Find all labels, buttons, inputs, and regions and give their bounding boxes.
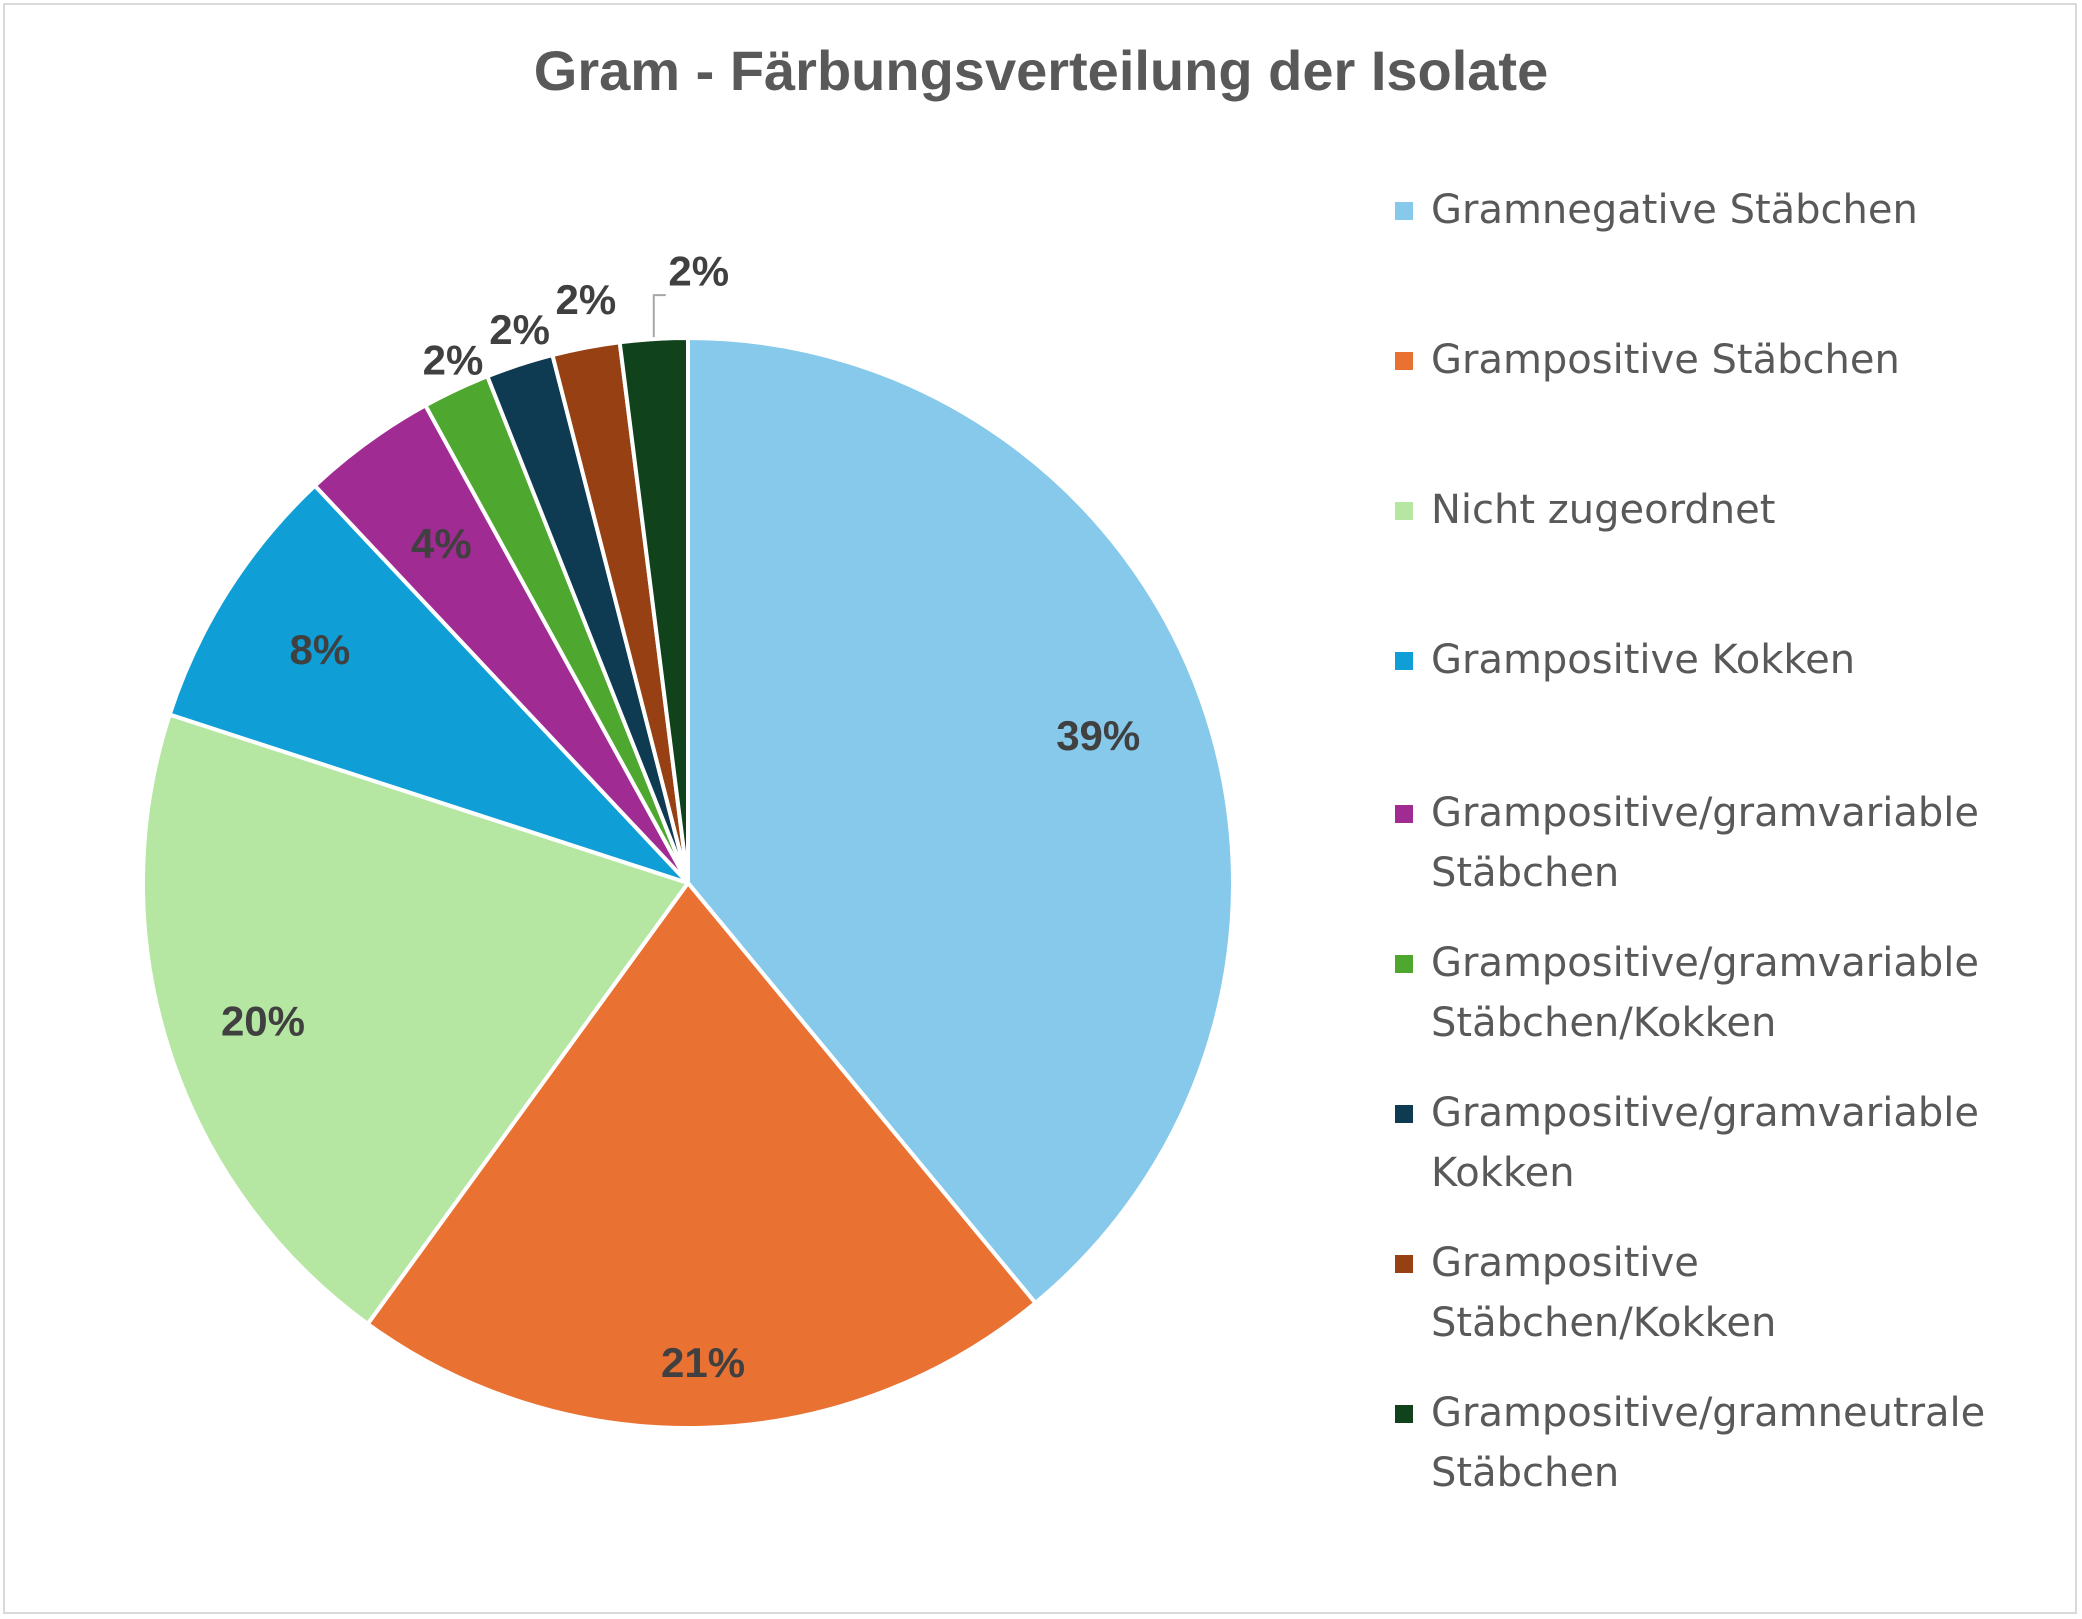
- data-label: 2%: [668, 248, 729, 295]
- legend-swatch: [1395, 1255, 1413, 1273]
- legend-swatch: [1395, 955, 1413, 973]
- pie-slice: [686, 336, 1235, 1305]
- legend-label: Grampositive Stäbchen: [1431, 337, 1900, 383]
- pie-slice: [141, 712, 690, 1326]
- legend-swatch: [1395, 352, 1413, 370]
- legend-label: Grampositive Stäbchen/Kokken: [1431, 1240, 1777, 1346]
- leader-line: [652, 294, 666, 338]
- legend-swatch: [1395, 1105, 1413, 1123]
- data-label: 8%: [290, 626, 351, 673]
- legend-swatch: [1395, 502, 1413, 520]
- data-label: 2%: [556, 276, 617, 323]
- legend-swatch: [1395, 1405, 1413, 1423]
- data-label: 39%: [1056, 712, 1140, 759]
- legend-label: Grampositive Kokken: [1431, 637, 1856, 683]
- legend-label: Grampositive/gramneutrale Stäbchen: [1431, 1390, 1986, 1496]
- legend-swatch: [1395, 652, 1413, 670]
- pie-slice: [167, 483, 690, 885]
- pie-slice: [365, 881, 1038, 1430]
- data-label: 4%: [411, 520, 472, 567]
- data-label: 21%: [661, 1339, 745, 1386]
- chart-title: Gram - Färbungsverteilung der Isolate: [533, 39, 1549, 102]
- legend-label: Grampositive/gramvariable Kokken: [1431, 1090, 1979, 1196]
- pie-slice: [617, 336, 690, 885]
- data-label: 2%: [489, 306, 550, 353]
- legend-swatch: [1395, 805, 1413, 823]
- legend-label: Gramnegative Stäbchen: [1431, 187, 1918, 233]
- data-label: 2%: [423, 336, 484, 383]
- legend-swatch: [1395, 202, 1413, 220]
- data-label: 20%: [221, 998, 305, 1045]
- legend-label: Nicht zugeordnet: [1431, 487, 1776, 533]
- legend-label: Grampositive/gramvariable Stäbchen: [1431, 790, 1979, 896]
- legend-label: Grampositive/gramvariable Stäbchen/Kokken: [1431, 940, 1979, 1046]
